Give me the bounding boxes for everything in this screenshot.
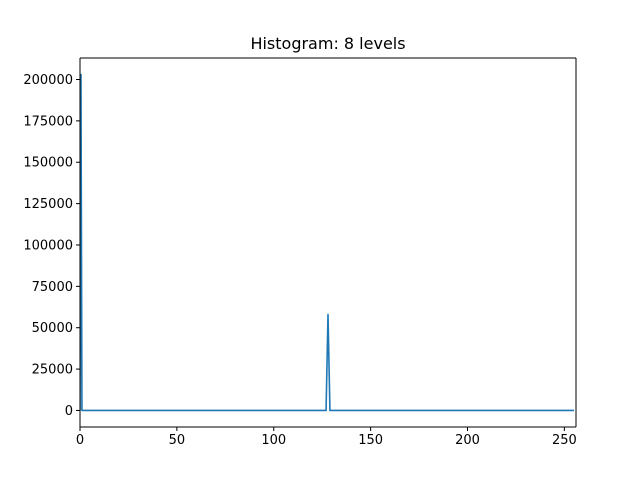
chart-title: Histogram: 8 levels <box>250 34 405 53</box>
y-tick-label: 50000 <box>32 321 73 336</box>
y-tick-label: 75000 <box>32 280 73 295</box>
x-tick-label: 0 <box>76 433 84 448</box>
x-tick-label: 100 <box>261 433 286 448</box>
y-tick-label: 0 <box>65 404 73 419</box>
x-tick-label: 150 <box>358 433 383 448</box>
series-line-histogram <box>80 73 575 412</box>
plot-area: 0 50 100 150 200 250 0 25000 50000 75000 100000 125… <box>23 57 577 448</box>
x-tick-label: 50 <box>169 433 186 448</box>
y-tick-label: 200000 <box>23 73 73 88</box>
y-tick-label: 125000 <box>23 197 73 212</box>
x-tick-label: 250 <box>552 433 577 448</box>
y-tick-label: 25000 <box>32 363 73 378</box>
x-tick-label: 200 <box>455 433 480 448</box>
y-tick-label: 150000 <box>23 156 73 171</box>
y-tick-label: 100000 <box>23 238 73 253</box>
y-tick-label: 175000 <box>23 114 73 129</box>
